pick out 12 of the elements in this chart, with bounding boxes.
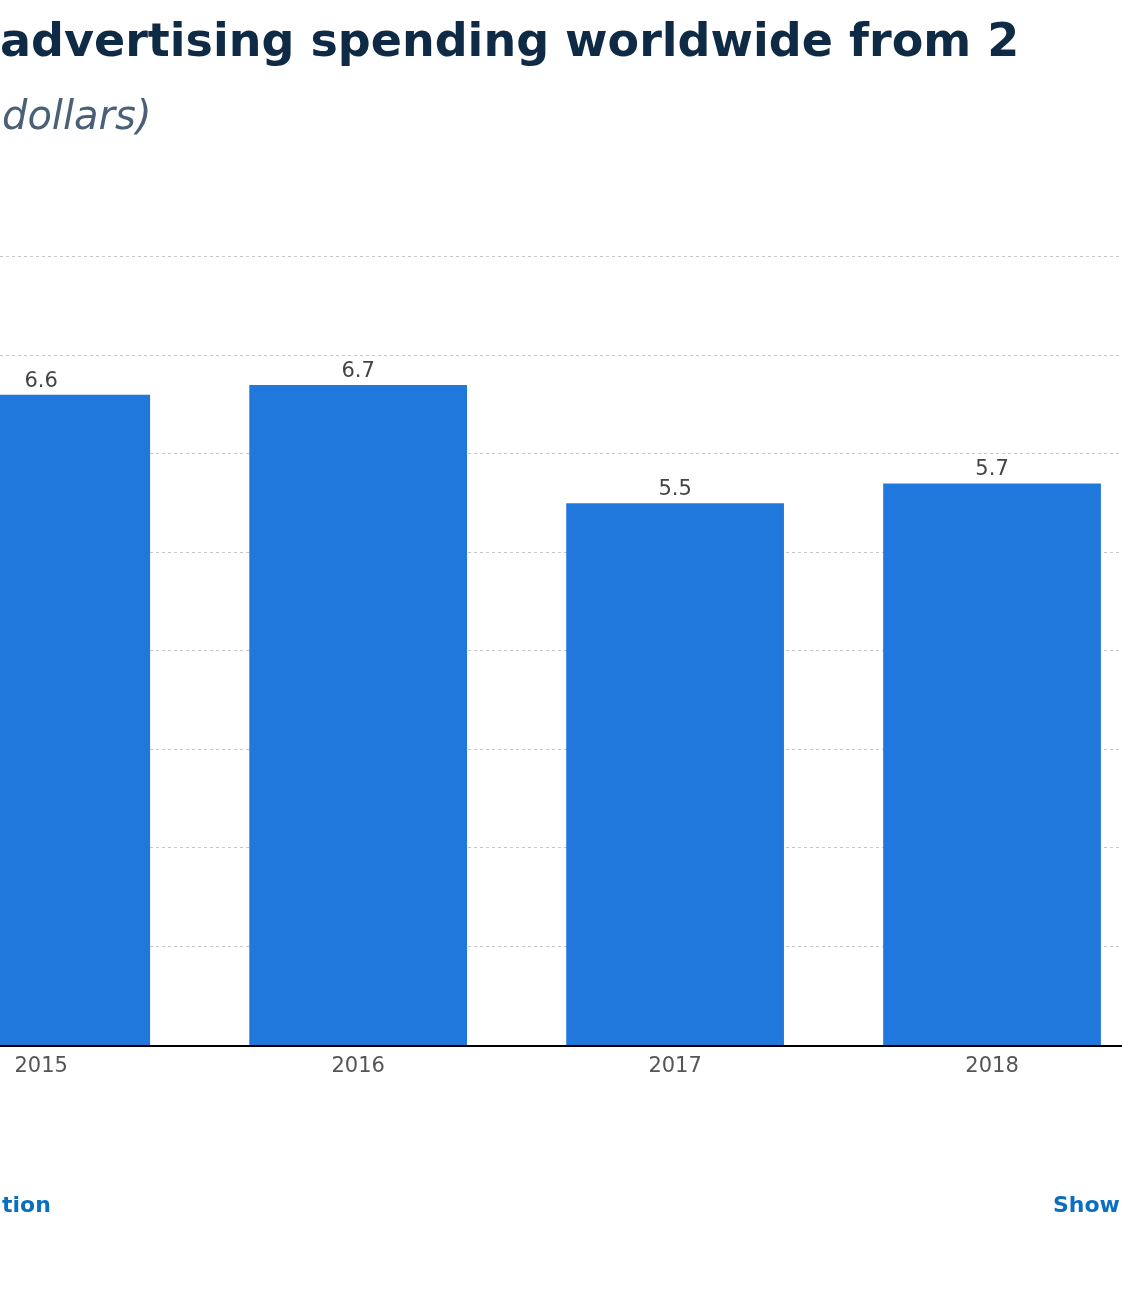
text: tion	[2, 1192, 51, 1217]
data-label: 6.7	[341, 357, 375, 382]
chart-subtitle: dollars)	[2, 92, 152, 138]
chart-title: advertising spending worldwide from 2	[0, 13, 1020, 68]
x-tick-label: 2015	[14, 1053, 68, 1078]
data-label: 5.7	[975, 456, 1009, 481]
x-tick-label: 2016	[331, 1053, 385, 1078]
x-tick-label: 2018	[965, 1053, 1019, 1078]
data-label: 5.5	[658, 476, 692, 501]
text: Show	[1053, 1192, 1120, 1217]
data-label: 6.6	[24, 367, 58, 392]
x-tick-label: 2017	[648, 1053, 702, 1078]
